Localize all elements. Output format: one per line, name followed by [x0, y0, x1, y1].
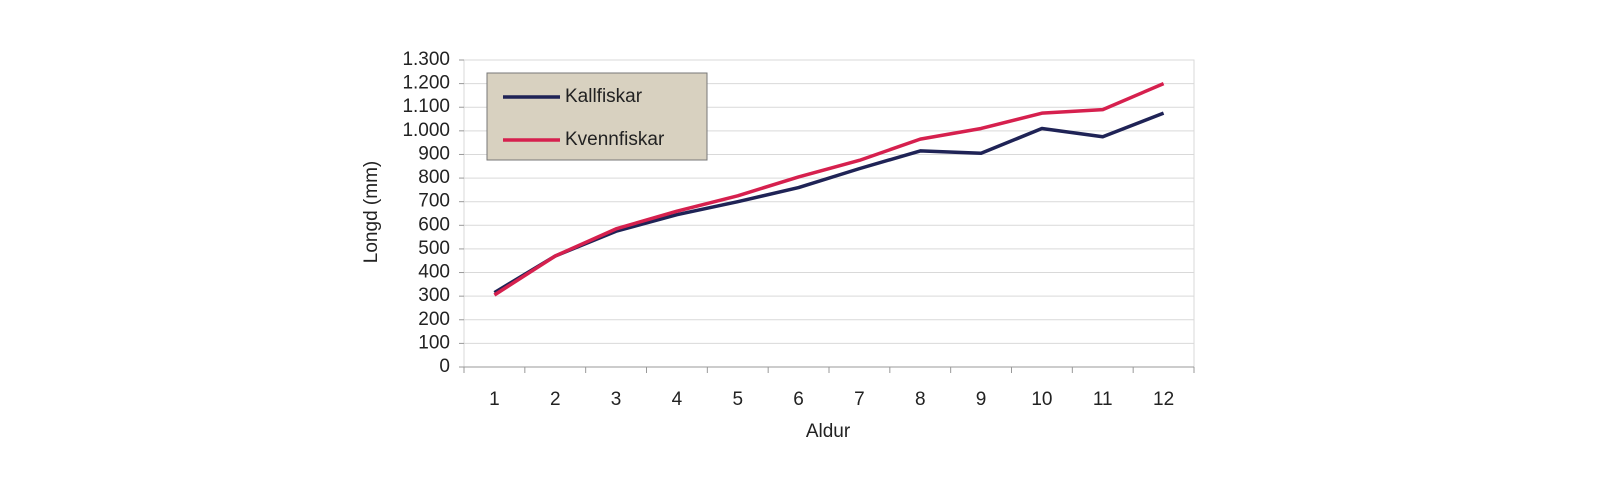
y-tick-label: 900	[418, 143, 450, 164]
x-tick-label: 5	[732, 389, 743, 410]
y-tick-label: 400	[418, 262, 450, 283]
x-tick-label: 12	[1153, 389, 1174, 410]
y-tick-label: 0	[439, 356, 450, 377]
y-axis-label: Longd (mm)	[361, 161, 382, 263]
series-line	[493, 111, 1165, 295]
lines	[493, 82, 1165, 297]
x-tick-label: 8	[915, 389, 926, 410]
y-tick-label: 300	[418, 285, 450, 306]
x-tick-label: 9	[976, 389, 987, 410]
y-tick-label: 500	[418, 238, 450, 259]
x-axis-label: Aldur	[806, 421, 851, 442]
x-tick-label: 2	[550, 389, 561, 410]
y-tick-label: 200	[418, 309, 450, 330]
x-tick-label: 6	[793, 389, 804, 410]
x-tick-label: 10	[1031, 389, 1052, 410]
legend: Kallfiskar Kvennfiskar	[486, 72, 708, 161]
legend-box	[486, 72, 708, 161]
x-tick-label: 4	[672, 389, 683, 410]
x-tick-label: 7	[854, 389, 865, 410]
x-tick-label: 3	[611, 389, 622, 410]
y-tick-label: 100	[418, 332, 450, 353]
y-tick-label: 1.200	[402, 73, 450, 94]
y-tick-label: 700	[418, 191, 450, 212]
legend-label: Kvennfiskar	[565, 129, 665, 150]
y-tick-label: 1.300	[402, 49, 450, 70]
legend-label: Kallfiskar	[565, 86, 643, 107]
y-tick-label: 1.000	[402, 120, 450, 141]
y-tick-label: 1.100	[402, 96, 450, 117]
y-tick-label: 600	[418, 214, 450, 235]
x-tick-label: 1	[489, 389, 500, 410]
y-tick-label: 800	[418, 167, 450, 188]
series-line	[493, 82, 1165, 297]
x-tick-label: 11	[1093, 389, 1113, 410]
